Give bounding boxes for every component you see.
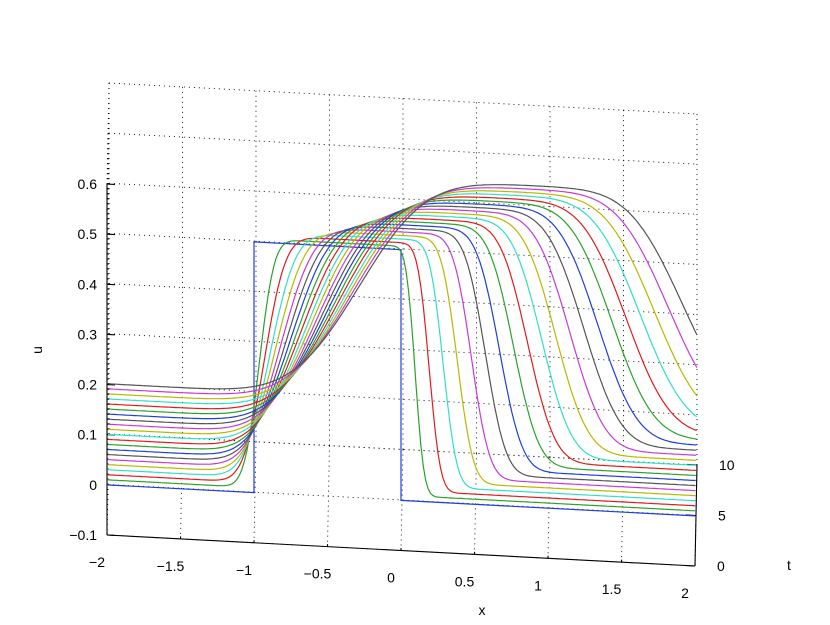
grid-line (108, 82, 698, 115)
grid-line (108, 283, 698, 316)
series-line-t8_5 (108, 193, 698, 418)
x-tick-label: 0.5 (455, 573, 475, 589)
grid-line (108, 232, 698, 265)
t-tick-label: 0 (717, 558, 725, 574)
grid-line (108, 433, 698, 466)
u-tick-label: 0.3 (78, 326, 98, 342)
series-line-t7_5 (108, 199, 697, 440)
x-tick-label: −0.5 (304, 566, 332, 582)
x-tick-label: −1.5 (157, 558, 185, 574)
t-axis-label: t (787, 557, 791, 573)
x-tick-label: 0 (387, 570, 395, 586)
u-tick-label: 0.4 (78, 276, 98, 292)
series-line-t0 (106, 241, 696, 517)
x-axis-label: x (479, 602, 486, 618)
x-tick-label: −2 (89, 554, 105, 570)
series-line-t2_5 (107, 229, 696, 492)
grid-line (108, 383, 698, 416)
grid-lines (106, 82, 698, 567)
series-curves (106, 184, 698, 517)
x-tick-label: 1.5 (602, 581, 622, 597)
series-line-t1 (107, 237, 696, 507)
tick-labels: −2 −1.5 −1 −0.5 0 0.5 1 1.5 2 0 5 10 −0.1 0 0.1 0.2 0.3 0… (69, 176, 734, 601)
series-line-t9 (108, 190, 698, 400)
series-line-t2 (107, 232, 696, 497)
series-line-t4 (107, 220, 696, 477)
u-axis-label: u (29, 346, 45, 354)
series-line-t9_5 (108, 187, 698, 395)
series-line-t3 (107, 226, 696, 487)
series-line-t0_5 (107, 240, 696, 512)
series-line-t10 (108, 184, 698, 390)
grid-line (106, 83, 110, 185)
axes (106, 183, 698, 567)
t-tick-label: 10 (719, 457, 735, 473)
x-tick-label: −1 (236, 562, 252, 578)
grid-line (253, 441, 257, 543)
u-tick-label: 0.6 (78, 176, 98, 192)
u-tick-label: 0.2 (78, 377, 98, 393)
u-tick-label: 0 (89, 477, 97, 493)
t-tick-mark (684, 564, 696, 567)
t-tick-label: 5 (718, 508, 726, 524)
u-tick-label: 0.1 (78, 427, 98, 443)
series-line-t8 (108, 196, 697, 432)
series-line-t1_5 (107, 234, 696, 502)
grid-line (108, 333, 698, 366)
grid-line (108, 182, 698, 215)
grid-line (108, 132, 698, 165)
u-tick-label: 0.5 (78, 226, 98, 242)
u-tick-label: −0.1 (69, 527, 97, 543)
x-tick-label: 2 (681, 585, 689, 601)
x-tick-label: 1 (534, 577, 542, 593)
